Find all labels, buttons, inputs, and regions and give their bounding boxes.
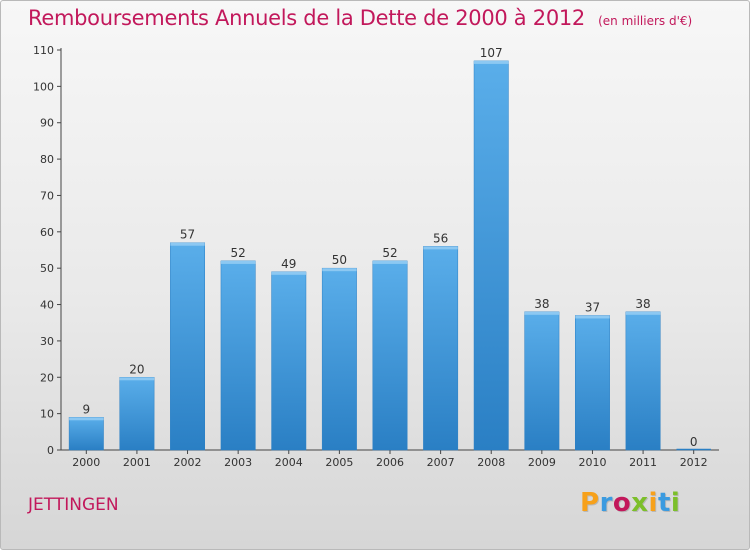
bar-highlight bbox=[271, 271, 306, 275]
value-label: 38 bbox=[635, 297, 650, 311]
bar-highlight bbox=[322, 268, 357, 272]
bar bbox=[575, 315, 610, 451]
logo-letter: i bbox=[670, 488, 681, 518]
bar-highlight bbox=[69, 417, 104, 421]
y-tick-label: 0 bbox=[47, 444, 54, 457]
value-label: 50 bbox=[332, 253, 347, 267]
bar-highlight bbox=[170, 242, 205, 246]
y-tick-label: 110 bbox=[33, 44, 54, 57]
value-label: 57 bbox=[180, 228, 195, 242]
y-tick-label: 50 bbox=[40, 262, 54, 275]
value-label: 20 bbox=[129, 362, 144, 376]
bar bbox=[271, 271, 307, 451]
value-label: 56 bbox=[433, 231, 448, 245]
value-label: 49 bbox=[281, 257, 296, 271]
value-label: 0 bbox=[690, 435, 698, 449]
bar bbox=[220, 260, 256, 451]
logo-letter: o bbox=[612, 488, 632, 518]
x-tick-label: 2010 bbox=[578, 456, 606, 469]
logo-letter: P bbox=[580, 488, 600, 518]
x-tick-label: 2011 bbox=[629, 456, 657, 469]
y-tick-label: 10 bbox=[40, 408, 54, 421]
y-tick-label: 40 bbox=[40, 299, 54, 312]
bar bbox=[119, 377, 155, 451]
y-tick-label: 60 bbox=[40, 226, 54, 239]
bar-highlight bbox=[524, 311, 560, 315]
bar bbox=[372, 260, 408, 451]
y-tick-label: 90 bbox=[40, 117, 54, 130]
x-tick-label: 2004 bbox=[275, 456, 303, 469]
bar bbox=[68, 417, 104, 451]
y-tick-label: 20 bbox=[40, 371, 54, 384]
logo-letter: r bbox=[599, 488, 613, 518]
x-tick-label: 2012 bbox=[680, 456, 708, 469]
x-tick-label: 2009 bbox=[528, 456, 556, 469]
bars bbox=[68, 60, 711, 451]
x-tick-label: 2005 bbox=[325, 456, 353, 469]
commune-name: JETTINGEN bbox=[28, 495, 119, 515]
bar bbox=[625, 311, 661, 451]
chart-title: Remboursements Annuels de la Dette de 20… bbox=[28, 6, 692, 30]
unit-label: (en milliers d'€) bbox=[598, 14, 693, 28]
x-tick-label: 2002 bbox=[174, 456, 202, 469]
y-tick-label: 80 bbox=[40, 153, 54, 166]
bar-highlight bbox=[474, 60, 509, 64]
proxiti-logo: Proxiti bbox=[580, 488, 680, 518]
logo-letter: t bbox=[657, 488, 671, 518]
bar bbox=[321, 267, 357, 451]
x-tick-label: 2001 bbox=[123, 456, 151, 469]
bar-highlight bbox=[625, 311, 661, 315]
x-tick-label: 2003 bbox=[224, 456, 252, 469]
value-label: 52 bbox=[231, 246, 246, 260]
bar-highlight bbox=[575, 315, 610, 319]
logo-letter: x bbox=[631, 488, 649, 518]
x-tick-label: 2008 bbox=[477, 456, 505, 469]
value-label: 52 bbox=[382, 246, 397, 260]
bar-highlight bbox=[220, 260, 256, 264]
x-tick-label: 2000 bbox=[72, 456, 100, 469]
labels: 2000 9 2001 20 2002 57 2003 52 2004 49 2005 50 2006 5… bbox=[72, 46, 707, 469]
bar bbox=[170, 242, 205, 451]
y-tick-label: 70 bbox=[40, 189, 54, 202]
y-tick-label: 100 bbox=[33, 80, 54, 93]
x-tick-label: 2006 bbox=[376, 456, 404, 469]
value-label: 37 bbox=[585, 300, 600, 314]
bar-highlight bbox=[119, 377, 155, 381]
bar-highlight bbox=[423, 246, 458, 250]
bar bbox=[423, 246, 459, 451]
value-label: 38 bbox=[534, 297, 549, 311]
title-text: Remboursements Annuels de la Dette de 20… bbox=[28, 6, 585, 30]
bar bbox=[524, 311, 560, 451]
x-tick-label: 2007 bbox=[427, 456, 455, 469]
value-label: 9 bbox=[82, 402, 90, 416]
value-label: 107 bbox=[480, 46, 503, 60]
bar-highlight bbox=[372, 260, 408, 264]
bar bbox=[473, 60, 509, 451]
logo-letter: i bbox=[648, 488, 658, 518]
y-tick-label: 30 bbox=[40, 335, 54, 348]
